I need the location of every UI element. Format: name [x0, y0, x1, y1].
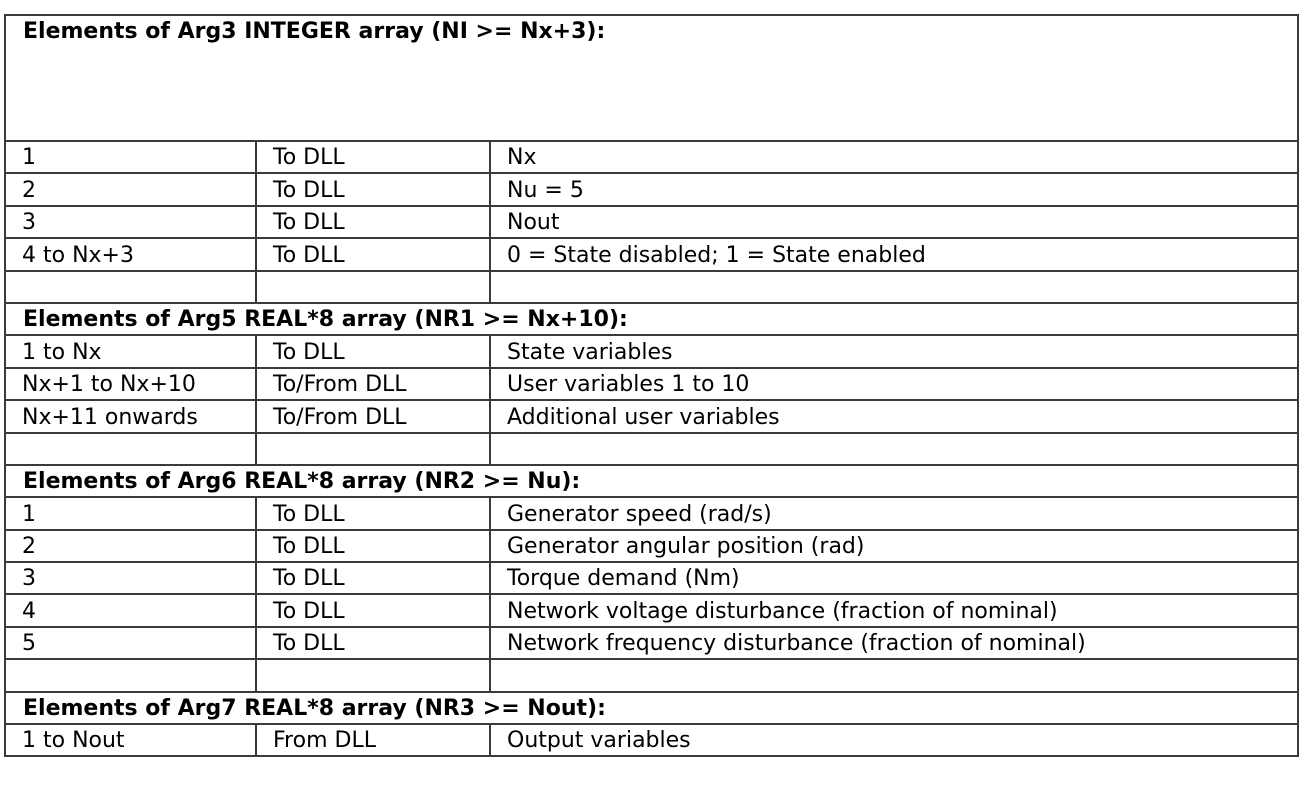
- description-cell: Generator angular position (rad): [489, 528, 1299, 564]
- element-index-cell: 1 to Nx: [4, 334, 257, 369]
- direction-cell: To DLL: [255, 237, 491, 272]
- direction-cell: [255, 658, 491, 693]
- table-row: 5 To DLL Network frequency disturbance (fr…: [4, 625, 1299, 661]
- element-index-cell: [4, 431, 257, 466]
- element-index-cell: 1: [4, 496, 257, 531]
- table-row: 2 To DLL Generator angular position (rad): [4, 528, 1299, 564]
- table-row: 1 To DLL Generator speed (rad/s): [4, 496, 1299, 531]
- section-title: Elements of Arg6 REAL*8 array (NR2 >= Nu…: [4, 463, 1299, 499]
- section-title: Elements of Arg5 REAL*8 array (NR1 >= Nx…: [4, 301, 1299, 337]
- description-cell: [489, 431, 1299, 466]
- direction-cell: From DLL: [255, 723, 491, 758]
- description-cell: Additional user variables: [489, 399, 1299, 434]
- description-cell: [489, 269, 1299, 304]
- description-cell: 0 = State disabled; 1 = State enabled: [489, 237, 1299, 272]
- description-cell: Generator speed (rad/s): [489, 496, 1299, 531]
- element-index-cell: 5: [4, 625, 257, 661]
- table-row: Nx+1 to Nx+10 To/From DLL User variables 1…: [4, 366, 1299, 402]
- description-cell: Output variables: [489, 723, 1299, 758]
- direction-cell: To/From DLL: [255, 399, 491, 434]
- direction-cell: To DLL: [255, 593, 491, 628]
- section-header-row: Elements of Arg5 REAL*8 array (NR1 >= Nx…: [4, 301, 1299, 337]
- description-cell: Nu = 5: [489, 172, 1299, 207]
- direction-cell: To DLL: [255, 204, 491, 240]
- table-row: 1 to Nout From DLL Output variables: [4, 723, 1299, 758]
- section-title: Elements of Arg7 REAL*8 array (NR3 >= No…: [4, 690, 1299, 726]
- direction-cell: To DLL: [255, 139, 491, 175]
- table-row: 4 To DLL Network voltage disturbance (frac…: [4, 593, 1299, 628]
- table-row: 1 To DLL Nx: [4, 139, 1299, 175]
- table-row: [4, 269, 1299, 304]
- table-row: 3 To DLL Nout: [4, 204, 1299, 240]
- section-header-row: Elements of Arg3 INTEGER array (NI >= Nx…: [4, 14, 1299, 142]
- direction-cell: [255, 431, 491, 466]
- element-index-cell: 1 to Nout: [4, 723, 257, 758]
- direction-cell: To DLL: [255, 172, 491, 207]
- table-row: 2 To DLL Nu = 5: [4, 172, 1299, 207]
- description-cell: Torque demand (Nm): [489, 561, 1299, 596]
- direction-cell: To DLL: [255, 625, 491, 661]
- description-cell: Network voltage disturbance (fraction of…: [489, 593, 1299, 628]
- direction-cell: To DLL: [255, 334, 491, 369]
- element-index-cell: 3: [4, 204, 257, 240]
- element-index-cell: [4, 658, 257, 693]
- description-cell: State variables: [489, 334, 1299, 369]
- element-index-cell: 3: [4, 561, 257, 596]
- arguments-table: Elements of Arg3 INTEGER array (NI >= Nx…: [4, 14, 1299, 758]
- direction-cell: To DLL: [255, 496, 491, 531]
- element-index-cell: 4 to Nx+3: [4, 237, 257, 272]
- section-header-row: Elements of Arg6 REAL*8 array (NR2 >= Nu…: [4, 463, 1299, 499]
- table-row: Nx+11 onwards To/From DLL Additional user …: [4, 399, 1299, 434]
- direction-cell: [255, 269, 491, 304]
- description-cell: [489, 658, 1299, 693]
- section-header-row: Elements of Arg7 REAL*8 array (NR3 >= No…: [4, 690, 1299, 726]
- description-cell: User variables 1 to 10: [489, 366, 1299, 402]
- element-index-cell: 2: [4, 528, 257, 564]
- element-index-cell: 2: [4, 172, 257, 207]
- description-cell: Nx: [489, 139, 1299, 175]
- table-row: 1 to Nx To DLL State variables: [4, 334, 1299, 369]
- element-index-cell: Nx+11 onwards: [4, 399, 257, 434]
- table-row: 3 To DLL Torque demand (Nm): [4, 561, 1299, 596]
- table-row: [4, 431, 1299, 466]
- description-cell: Nout: [489, 204, 1299, 240]
- direction-cell: To DLL: [255, 528, 491, 564]
- element-index-cell: Nx+1 to Nx+10: [4, 366, 257, 402]
- element-index-cell: 4: [4, 593, 257, 628]
- description-cell: Network frequency disturbance (fraction …: [489, 625, 1299, 661]
- element-index-cell: 1: [4, 139, 257, 175]
- element-index-cell: [4, 269, 257, 304]
- section-title: Elements of Arg3 INTEGER array (NI >= Nx…: [4, 14, 1299, 142]
- table-row: [4, 658, 1299, 693]
- table-row: 4 to Nx+3 To DLL 0 = State disabled; 1 = S…: [4, 237, 1299, 272]
- direction-cell: To/From DLL: [255, 366, 491, 402]
- direction-cell: To DLL: [255, 561, 491, 596]
